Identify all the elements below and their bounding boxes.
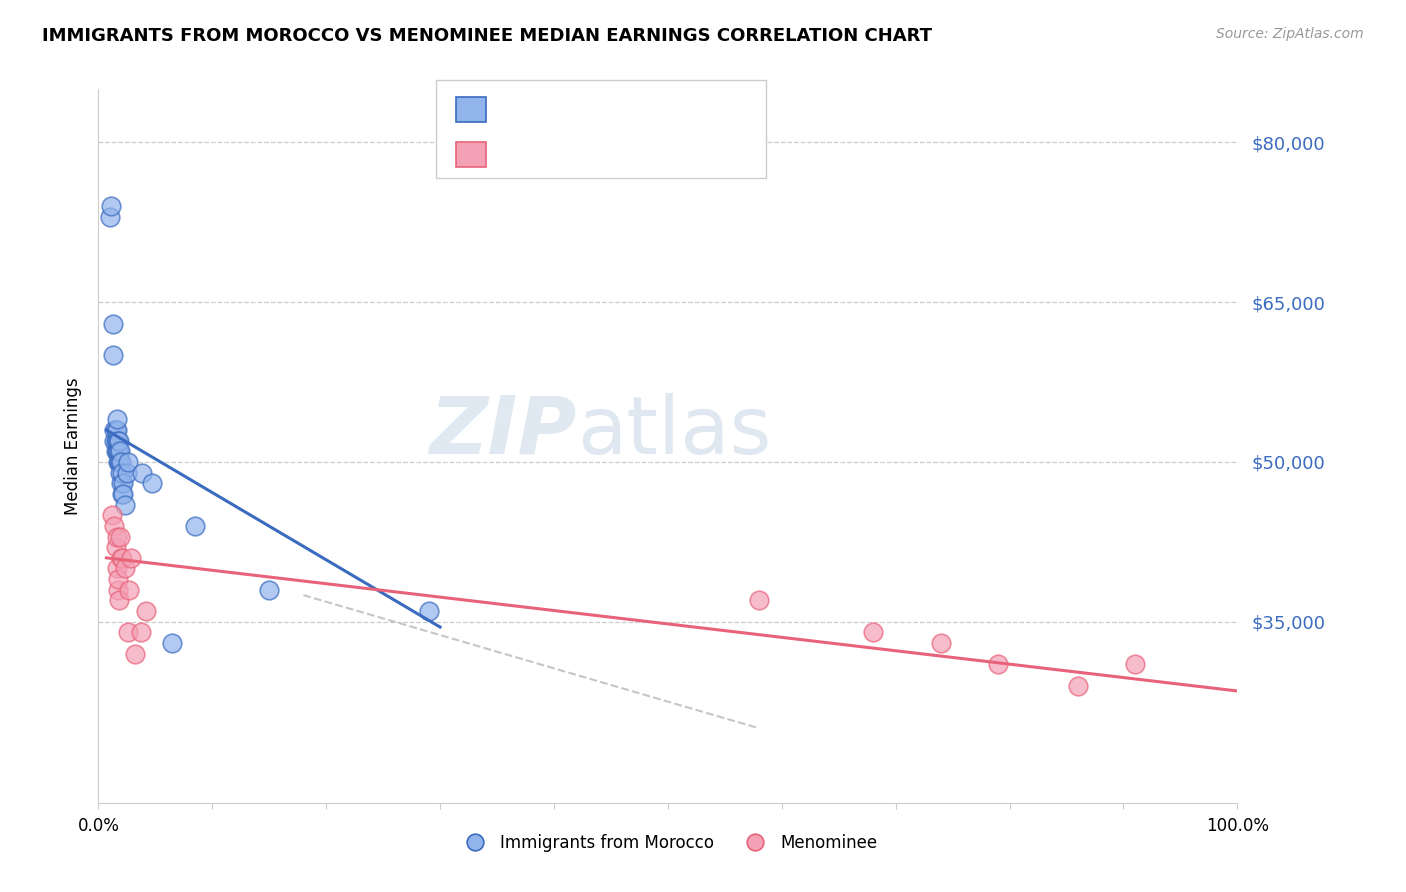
Point: [103, 317, 125, 331]
Point: [184, 519, 207, 533]
Point: [104, 444, 127, 458]
Point: [107, 572, 129, 586]
Point: [111, 487, 134, 501]
Point: [104, 540, 127, 554]
Point: [259, 582, 281, 597]
Point: [107, 455, 129, 469]
Point: [987, 657, 1010, 672]
Point: [108, 444, 131, 458]
Point: [100, 199, 122, 213]
Point: [105, 561, 128, 575]
Point: [114, 561, 136, 575]
Point: [1067, 679, 1090, 693]
Point: [101, 508, 124, 523]
Point: [103, 519, 125, 533]
Point: [105, 434, 128, 448]
Point: [929, 636, 952, 650]
Point: [104, 423, 127, 437]
Legend: Immigrants from Morocco, Menominee: Immigrants from Morocco, Menominee: [451, 828, 884, 859]
Point: [105, 529, 128, 543]
Point: [112, 476, 135, 491]
Point: [98, 210, 121, 224]
Point: [110, 550, 132, 565]
Point: [108, 455, 131, 469]
Text: N =: N =: [598, 101, 634, 119]
Point: [108, 434, 131, 448]
Point: [748, 593, 770, 607]
Text: R =: R =: [492, 101, 529, 119]
Text: -0.285: -0.285: [520, 101, 579, 119]
Text: R =: R =: [492, 145, 529, 163]
Point: [108, 593, 131, 607]
Point: [105, 412, 128, 426]
Point: [111, 466, 134, 480]
Text: IMMIGRANTS FROM MOROCCO VS MENOMINEE MEDIAN EARNINGS CORRELATION CHART: IMMIGRANTS FROM MOROCCO VS MENOMINEE MED…: [42, 27, 932, 45]
Text: Source: ZipAtlas.com: Source: ZipAtlas.com: [1216, 27, 1364, 41]
Point: [135, 604, 157, 618]
Point: [112, 487, 135, 501]
Point: [115, 466, 138, 480]
Point: [117, 455, 139, 469]
Point: [117, 625, 139, 640]
Point: [104, 434, 127, 448]
Point: [108, 466, 131, 480]
Point: [103, 434, 125, 448]
Point: [129, 625, 152, 640]
Point: [107, 434, 129, 448]
Point: [108, 455, 131, 469]
Point: [1123, 657, 1146, 672]
Point: [107, 444, 129, 458]
Text: -0.700: -0.700: [520, 145, 579, 163]
Y-axis label: Median Earnings: Median Earnings: [65, 377, 83, 515]
Point: [418, 604, 440, 618]
Point: [162, 636, 184, 650]
Text: atlas: atlas: [576, 392, 770, 471]
Point: [124, 647, 146, 661]
Point: [862, 625, 884, 640]
Text: ZIP: ZIP: [429, 392, 576, 471]
Point: [114, 498, 136, 512]
Point: [108, 529, 131, 543]
Text: 37: 37: [626, 101, 650, 119]
Point: [120, 550, 142, 565]
Point: [111, 550, 134, 565]
Point: [110, 476, 132, 491]
Point: [105, 423, 128, 437]
Point: [110, 455, 132, 469]
Point: [141, 476, 163, 491]
Point: [108, 444, 131, 458]
Point: [118, 582, 141, 597]
Text: 24: 24: [626, 145, 650, 163]
Point: [107, 582, 129, 597]
Point: [105, 444, 128, 458]
Point: [131, 466, 153, 480]
Point: [103, 349, 125, 363]
Text: N =: N =: [598, 145, 634, 163]
Point: [103, 423, 125, 437]
